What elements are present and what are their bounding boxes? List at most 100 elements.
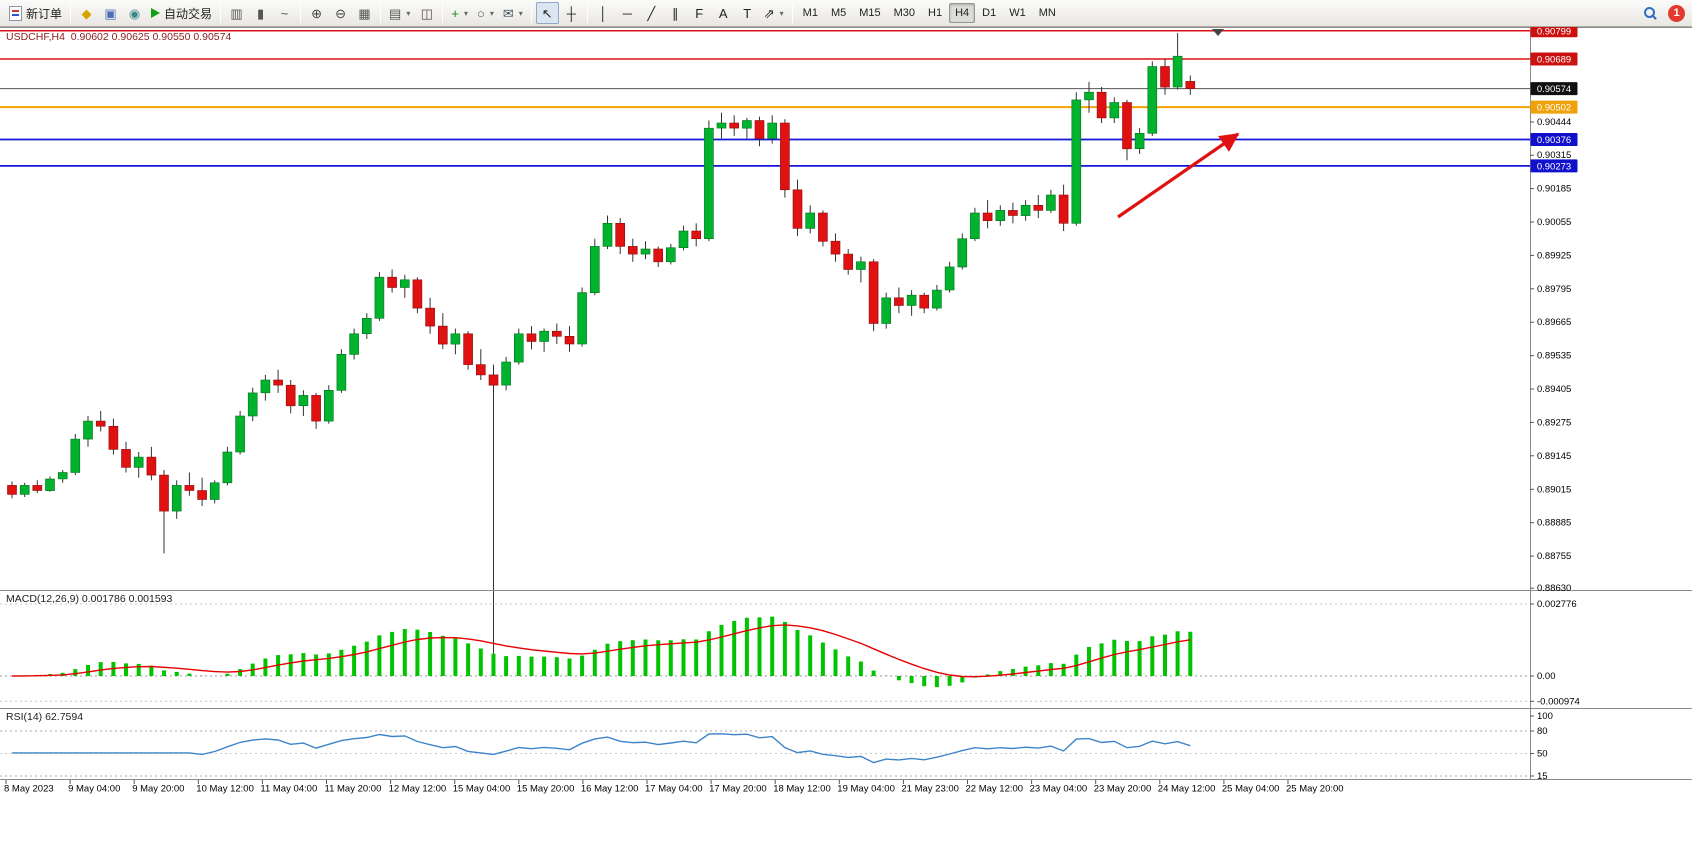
equidistant-channel-button[interactable]: ∥: [664, 2, 687, 24]
time-axis-label: 22 May 12:00: [966, 784, 1024, 795]
timeframe-m15-button[interactable]: M15: [853, 3, 886, 23]
price-axis-label: 0.89275: [1537, 417, 1571, 428]
notification-badge[interactable]: 1: [1668, 4, 1685, 22]
price-axis-label: 0.88630: [1537, 583, 1571, 594]
new-order-button[interactable]: 新订单: [5, 2, 66, 24]
bull-candle: [995, 210, 1006, 221]
rsi-axis-label: 50: [1537, 749, 1548, 760]
fibonacci-retracement-button[interactable]: F: [688, 2, 711, 24]
bull-candle: [247, 392, 258, 417]
profiles-button[interactable]: ▣: [99, 2, 122, 24]
timeframe-w1-button[interactable]: W1: [1003, 3, 1032, 23]
text-button[interactable]: A: [712, 2, 735, 24]
bull-candle: [932, 289, 942, 309]
bull-candle: [450, 333, 461, 345]
price-axis-label: 0.88885: [1537, 518, 1571, 529]
price-badge-label: 0.90502: [1537, 103, 1571, 114]
bull-candle: [678, 230, 689, 249]
trendline-icon: ╱: [647, 5, 656, 21]
bear-candle: [780, 122, 790, 191]
time-axis: 8 May 2023 9 May 04:00 9 May 20:00 10 May 1…: [4, 780, 1344, 795]
bull-candle: [374, 276, 385, 319]
toolbar-separator: [586, 3, 588, 23]
bear-candle: [526, 333, 537, 342]
trend-arrow[interactable]: [1117, 132, 1240, 219]
arrange-windows-button[interactable]: ◫: [415, 2, 438, 24]
templates-button[interactable]: ✉ ▾: [499, 2, 527, 24]
indicators-button[interactable]: + ▾: [447, 2, 472, 24]
time-axis-label: 11 May 20:00: [325, 784, 382, 795]
vertical-line-button[interactable]: │: [592, 2, 615, 24]
autotrading-button[interactable]: 自动交易: [147, 2, 216, 24]
bear-candle: [425, 307, 435, 327]
bear-candle: [919, 294, 930, 309]
bull-candle: [1071, 99, 1082, 224]
arrows-button[interactable]: ⇗ ▾: [760, 2, 788, 24]
toolbar: 新订单 ◆ ▣ ◉ 自动交易 ▥ ▮ ~ ⊕ ⊖ ▦ ▤ ▾ ◫ + ▾ ○ ▾ ✉ ▾ ↖ ┼ │ ─ ╱ ∥ F A T ⇗ ▾ M1 M5…: [0, 0, 1692, 27]
bear-candle: [729, 122, 740, 129]
bull-candle: [957, 238, 968, 268]
bull-candle: [704, 127, 714, 239]
toolbar-separator: [70, 3, 72, 23]
price-axis-label: 0.90185: [1537, 184, 1571, 195]
macd-indicator-label: MACD(12,26,9) 0.001786 0.001593: [6, 593, 173, 605]
bar-chart-icon: ▥: [230, 5, 243, 21]
metaquotes-community-button[interactable]: ◆: [75, 2, 98, 24]
charts-list-icon: ▤: [389, 5, 402, 21]
timeframe-m5-button[interactable]: M5: [825, 3, 852, 23]
time-axis-label: 17 May 20:00: [709, 784, 767, 795]
chart-title: USDCHF,H4 0.90602 0.90625 0.90550 0.9057…: [6, 31, 232, 43]
timeframe-mn-button[interactable]: MN: [1033, 3, 1062, 23]
bear-candle: [830, 240, 841, 255]
bear-candle: [108, 425, 119, 450]
periods-button[interactable]: ○ ▾: [473, 2, 498, 24]
search-icon[interactable]: [1638, 2, 1661, 24]
bull-candle: [323, 389, 334, 422]
bear-candle: [1033, 205, 1044, 211]
bull-candle: [70, 438, 81, 473]
charts-list-button[interactable]: ▤ ▾: [385, 2, 414, 24]
bull-candle: [856, 261, 866, 270]
price-badge: [1530, 82, 1578, 96]
support-button[interactable]: ◉: [123, 2, 146, 24]
cursor-button[interactable]: ↖: [535, 2, 559, 24]
new-order-button-label: 新订单: [26, 6, 63, 21]
price-axis-label: 0.89925: [1537, 250, 1571, 261]
candlestick-chart-icon: ▮: [256, 5, 265, 21]
time-axis-label: 9 May 20:00: [132, 784, 184, 795]
bull-candle: [235, 415, 245, 453]
line-chart-button[interactable]: ~: [273, 2, 296, 24]
bear-candle: [551, 330, 562, 337]
rsi-panel: 100 80 50 15: [0, 711, 1553, 782]
bar-chart-button[interactable]: ▥: [225, 2, 248, 24]
text-label-button[interactable]: T: [736, 2, 759, 24]
timeframe-h4-button[interactable]: H4: [949, 3, 976, 23]
bear-candle: [311, 395, 321, 422]
macd-signal-line: [11, 624, 1191, 678]
zoom-out-button[interactable]: ⊖: [329, 2, 352, 24]
trendline-button[interactable]: ╱: [640, 2, 663, 24]
arrows-icon: ⇗: [763, 5, 775, 21]
zoom-in-button[interactable]: ⊕: [305, 2, 328, 24]
time-axis-label: 23 May 04:00: [1030, 784, 1088, 795]
toolbar-separator: [300, 3, 302, 23]
tile-windows-button[interactable]: ▦: [353, 2, 376, 24]
timeframe-h1-button[interactable]: H1: [922, 3, 948, 23]
timeframe-m1-button[interactable]: M1: [797, 3, 824, 23]
timeframe-d1-button[interactable]: D1: [976, 3, 1002, 23]
horizontal-line-button[interactable]: ─: [616, 2, 639, 24]
magnifier-glyph: [1643, 6, 1657, 20]
support-icon: ◉: [128, 5, 141, 21]
timeframe-m30-button[interactable]: M30: [888, 3, 921, 23]
bull-candle: [45, 478, 55, 491]
bull-candle: [171, 485, 182, 512]
chevron-down-icon: ▾: [489, 8, 494, 18]
time-axis-label: 23 May 20:00: [1094, 784, 1152, 795]
candlestick-chart-button[interactable]: ▮: [249, 2, 272, 24]
bull-candle: [1020, 205, 1031, 216]
rsi-indicator-label: RSI(14) 62.7594: [6, 711, 84, 723]
crosshair-button[interactable]: ┼: [560, 2, 583, 24]
chart-shift-marker[interactable]: [1212, 29, 1224, 36]
